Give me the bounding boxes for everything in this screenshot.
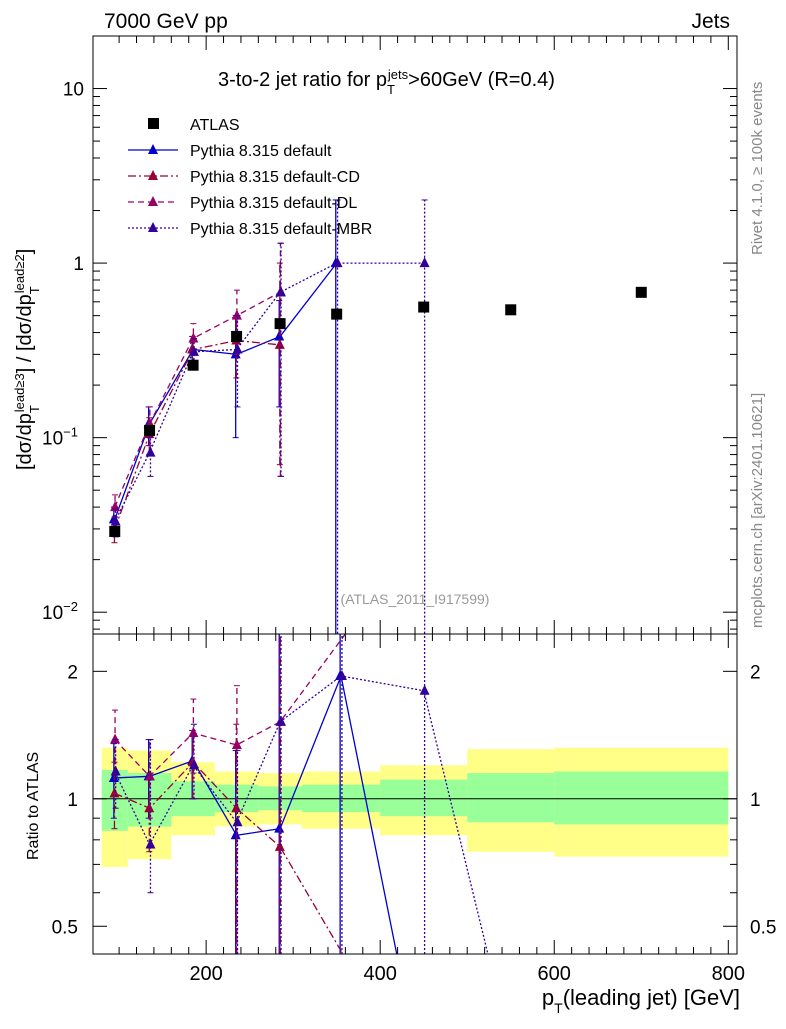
ratio-line (114, 634, 346, 778)
marker (110, 515, 121, 526)
ratio-marker (274, 840, 285, 851)
legend-marker (148, 118, 159, 129)
marker (332, 257, 343, 268)
watermark: (ATLAS_2011_I917599) (341, 591, 490, 607)
y-tick-label: 10−2 (42, 599, 78, 624)
legend-marker (148, 222, 158, 232)
series-2 (110, 242, 286, 523)
ratio-marker (188, 759, 199, 770)
x-tick-label: 400 (364, 963, 397, 985)
main-panel: 10−2 10−1 1 10 (42, 35, 738, 954)
x-tick-label: 200 (189, 963, 222, 985)
series-0 (108, 199, 341, 634)
legend: ATLAS Pythia 8.315 default Pythia 8.315 de… (128, 117, 372, 238)
y-tick-label: 10 (63, 80, 84, 101)
marker (188, 345, 199, 356)
legend-marker (148, 144, 158, 154)
x-tick-label: 600 (538, 963, 571, 985)
ratio-marker (276, 715, 287, 726)
series-3 (110, 199, 430, 634)
ratio-marker (145, 838, 156, 849)
marker (232, 343, 243, 354)
x-tick-label: 800 (712, 963, 745, 985)
header-right: Jets (691, 10, 730, 33)
y-tick-label: 1 (73, 254, 84, 275)
atlas-point (144, 424, 156, 436)
main-title: 3-to-2 jet ratio for pTjets>60GeV (R=0.4… (218, 67, 555, 97)
ratio-marker (109, 787, 120, 798)
marker (188, 332, 199, 343)
ratio-ylabel: Ratio to ATLAS (25, 752, 42, 860)
legend-label: Pythia 8.315 default-MBR (190, 221, 372, 238)
x-axis-label: pT(leading jet) [GeV] (542, 985, 740, 1016)
band-stat (380, 779, 468, 817)
ratio-marker (274, 822, 285, 833)
ratio-y-tick-label: 0.5 (52, 917, 78, 938)
series-line (114, 262, 338, 520)
y-tick-label: 10−1 (42, 425, 78, 450)
series-line (114, 291, 281, 508)
ratio-y-tick-label: 2 (750, 662, 761, 683)
atlas-point (418, 301, 430, 313)
band-stat (467, 773, 555, 823)
ratio-line (114, 761, 344, 954)
atlas-point (331, 308, 343, 320)
legend-label: Pythia 8.315 default (190, 143, 332, 160)
legend-label: ATLAS (190, 117, 240, 134)
legend-label: Pythia 8.315 default-DL (190, 195, 357, 212)
ratio-y-tick-label: 0.5 (750, 917, 776, 938)
ratio-marker (110, 765, 121, 776)
legend-marker (148, 170, 158, 180)
atlas-point (187, 359, 199, 371)
marker (145, 446, 156, 457)
ratio-line (114, 675, 489, 954)
marker (276, 286, 287, 297)
ratio-marker (231, 738, 242, 749)
series-line (114, 262, 424, 522)
mcplots-label: mcplots.cern.ch [arXiv:2401.10621] (749, 393, 766, 628)
ratio-marker (231, 802, 242, 813)
ratio-marker (419, 684, 430, 695)
atlas-point (231, 330, 243, 342)
atlas-point (635, 286, 647, 298)
legend-label: Pythia 8.315 default-CD (190, 169, 360, 186)
ratio-series-3 (110, 634, 489, 954)
ratio-y-tick-label: 1 (67, 790, 78, 811)
atlas-point (505, 304, 517, 316)
atlas-point (109, 525, 121, 537)
ratio-marker (110, 733, 121, 744)
rivet-label: Rivet 4.1.0, ≥ 100k events (749, 82, 766, 255)
ratio-marker (188, 727, 199, 738)
legend-marker (148, 196, 158, 206)
band-stat (554, 771, 729, 825)
ratio-panel: 0.5 0.5 1 1 2 2 (52, 633, 776, 955)
main-ylabel: [dσ/dpTlead≥3] / [dσ/dpTlead≥2] (12, 249, 42, 470)
marker (110, 501, 121, 512)
marker (231, 309, 242, 320)
ratio-y-tick-label: 2 (67, 662, 78, 683)
series-1 (109, 262, 285, 544)
marker (419, 257, 430, 268)
ratio-marker (232, 816, 243, 827)
atlas-point (274, 318, 286, 330)
ratio-marker (336, 669, 347, 680)
ratio-y-tick-label: 1 (750, 790, 761, 811)
header-left: 7000 GeV pp (104, 10, 228, 33)
